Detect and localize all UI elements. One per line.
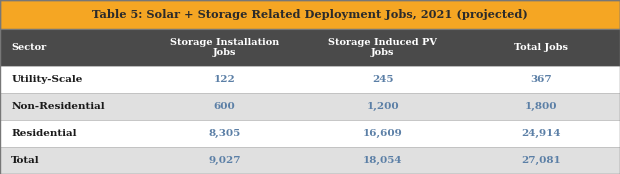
- Text: 1,800: 1,800: [525, 102, 557, 111]
- Text: 245: 245: [372, 75, 394, 84]
- Text: 1,200: 1,200: [366, 102, 399, 111]
- Bar: [0, 93, 620, 120]
- Text: 367: 367: [530, 75, 552, 84]
- Bar: [0, 0, 620, 29]
- Text: 24,914: 24,914: [521, 129, 560, 138]
- Text: Residential: Residential: [11, 129, 77, 138]
- Bar: [0, 147, 620, 174]
- Bar: [0, 120, 620, 147]
- Text: 16,609: 16,609: [363, 129, 403, 138]
- Text: Storage Installation
Jobs: Storage Installation Jobs: [170, 38, 280, 57]
- Text: 18,054: 18,054: [363, 156, 402, 165]
- Text: Non-Residential: Non-Residential: [11, 102, 105, 111]
- Text: Sector: Sector: [11, 43, 46, 52]
- Text: 27,081: 27,081: [521, 156, 561, 165]
- Text: 8,305: 8,305: [208, 129, 241, 138]
- Text: Storage Induced PV
Jobs: Storage Induced PV Jobs: [329, 38, 437, 57]
- Text: Total: Total: [11, 156, 40, 165]
- Text: 600: 600: [214, 102, 236, 111]
- Bar: [0, 66, 620, 93]
- Text: 9,027: 9,027: [208, 156, 241, 165]
- Bar: [0, 29, 620, 66]
- Text: Total Jobs: Total Jobs: [514, 43, 568, 52]
- Text: Table 5: Solar + Storage Related Deployment Jobs, 2021 (projected): Table 5: Solar + Storage Related Deploym…: [92, 9, 528, 20]
- Text: 122: 122: [214, 75, 236, 84]
- Text: Utility-Scale: Utility-Scale: [11, 75, 82, 84]
